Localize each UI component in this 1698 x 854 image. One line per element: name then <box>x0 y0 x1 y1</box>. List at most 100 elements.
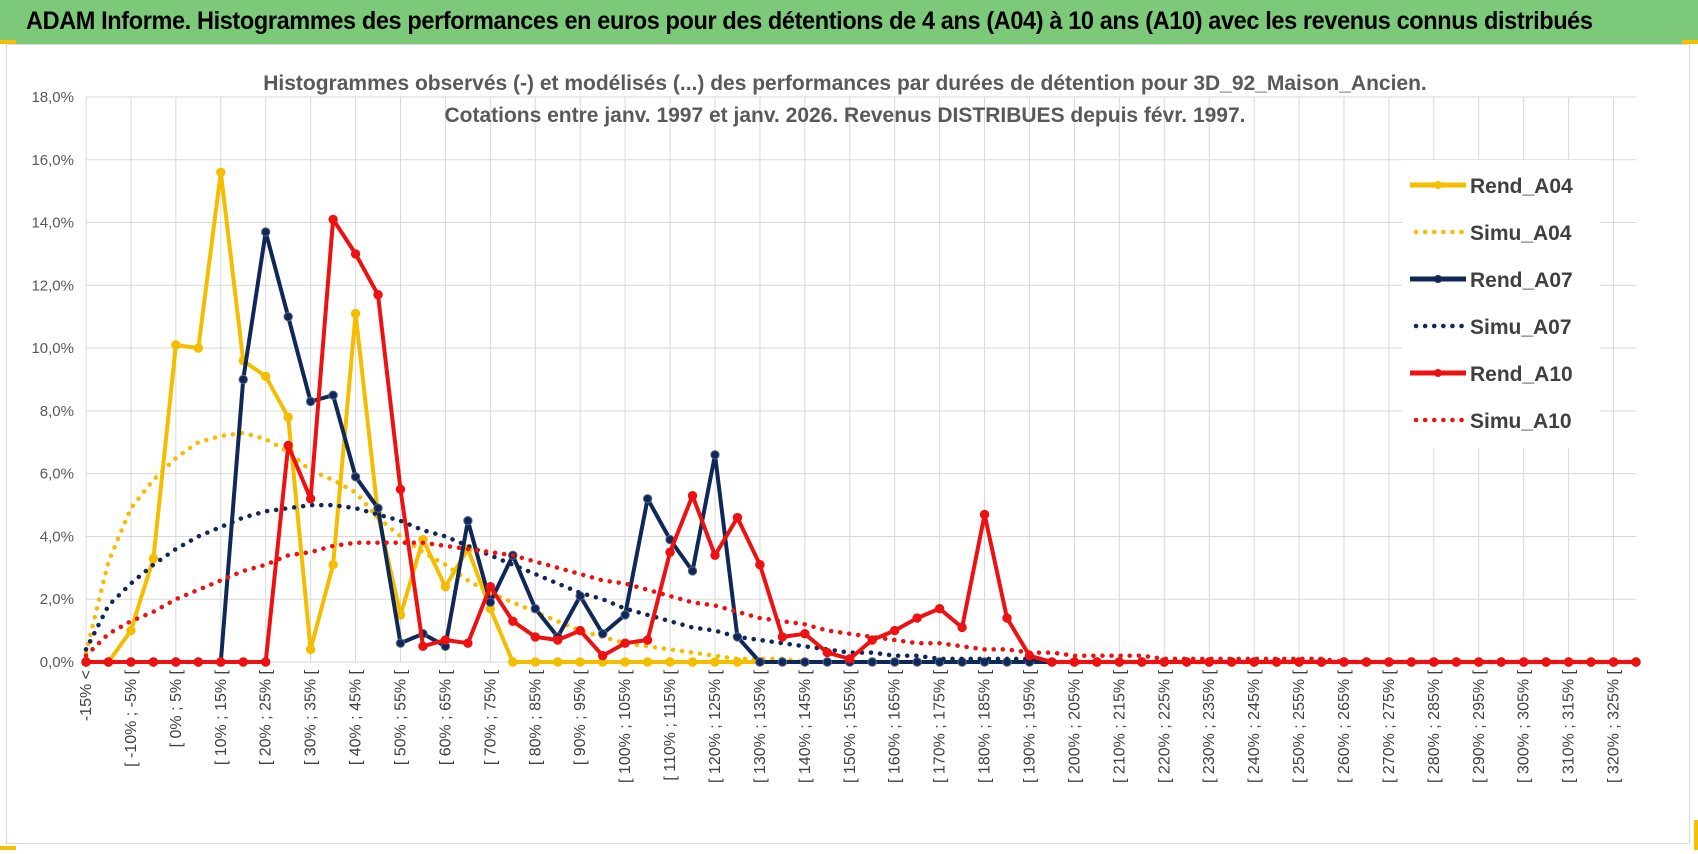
data-point-Rend_A04 <box>283 412 293 422</box>
x-tick-label: [ 240% ; 245% [ <box>1246 669 1263 783</box>
data-point-Rend_A07 <box>395 638 406 648</box>
y-tick-label: 2,0% <box>40 591 74 608</box>
data-point-Rend_A10 <box>328 214 338 225</box>
x-tick-label: [ 100% ; 105% [ <box>617 669 634 783</box>
x-tick-label: [ 50% ; 55% [ <box>392 669 409 765</box>
x-tick-label: [ 130% ; 135% [ <box>752 669 769 783</box>
data-point-Rend_A04 <box>171 340 181 350</box>
data-point-Rend_A07 <box>597 629 608 639</box>
data-point-Rend_A07 <box>463 516 473 526</box>
legend-label: Rend_A07 <box>1470 269 1573 292</box>
x-tick-label: -15% < <box>78 670 95 721</box>
data-point-Rend_A04 <box>710 657 720 667</box>
x-tick-label: [ 290% ; 295% [ <box>1471 669 1488 783</box>
x-tick-label: [ 250% ; 255% [ <box>1291 669 1308 783</box>
data-point-Rend_A10 <box>845 654 855 664</box>
x-tick-label: [ 110% ; 115% [ <box>662 669 679 780</box>
data-point-Rend_A10 <box>440 635 451 645</box>
data-point-Rend_A07 <box>283 312 293 322</box>
data-point-Rend_A07 <box>261 227 271 237</box>
data-point-Rend_A10 <box>889 625 900 636</box>
data-point-Rend_A04 <box>193 343 204 353</box>
data-point-Rend_A04 <box>440 581 451 592</box>
x-axis: -15% < [ -10% ; -5% [ [ 0% ; 5% [ [ 10% ; 1… <box>78 669 1623 783</box>
data-point-Rend_A10 <box>350 249 361 259</box>
legend-marker <box>1434 181 1442 189</box>
series-group <box>81 167 1641 667</box>
y-tick-label: 16,0% <box>31 152 74 169</box>
data-point-Rend_A04 <box>665 657 675 667</box>
data-point-Rend_A07 <box>979 657 990 667</box>
data-point-Rend_A07 <box>620 610 630 620</box>
x-tick-label: [ 180% ; 185% [ <box>977 669 994 783</box>
x-tick-label: [ 150% ; 155% [ <box>842 669 859 783</box>
x-tick-label: [ 10% ; 15% [ <box>213 669 230 765</box>
data-point-Rend_A10 <box>665 547 675 557</box>
x-tick-label: [ 210% ; 215% [ <box>1111 669 1128 783</box>
series-Simu_A04 <box>83 430 1639 665</box>
series-line-Rend_A10 <box>86 217 1636 664</box>
corner-marker-bottom-left <box>0 846 16 850</box>
data-point-Rend_A10 <box>553 635 563 645</box>
data-point-Rend_A07 <box>305 396 316 407</box>
data-point-Rend_A10 <box>126 657 136 667</box>
legend-label: Rend_A10 <box>1470 363 1573 386</box>
data-point-Rend_A10 <box>620 638 630 648</box>
data-point-Rend_A10 <box>485 581 496 592</box>
x-tick-label: [ 80% ; 85% [ <box>527 669 544 765</box>
data-point-Rend_A10 <box>934 603 945 614</box>
data-point-Rend_A04 <box>575 657 585 667</box>
data-point-Rend_A04 <box>148 553 159 564</box>
data-point-Rend_A10 <box>575 625 585 636</box>
data-point-Rend_A10 <box>283 440 293 451</box>
data-point-Rend_A07 <box>328 390 338 400</box>
legend-marker <box>1434 369 1442 377</box>
data-point-Rend_A10 <box>777 632 788 642</box>
x-tick-label: [ 90% ; 95% [ <box>572 669 589 765</box>
corner-marker-top-right <box>1682 40 1698 44</box>
data-point-Rend_A10 <box>193 657 204 667</box>
data-point-Rend_A07 <box>642 494 653 504</box>
data-point-Rend_A07 <box>912 657 922 667</box>
x-tick-label: [ 160% ; 165% [ <box>887 669 904 783</box>
legend-label: Rend_A04 <box>1470 175 1573 198</box>
data-point-Rend_A10 <box>957 622 967 633</box>
series-line-Simu_A07 <box>83 502 1639 665</box>
data-point-Rend_A04 <box>687 657 698 667</box>
x-tick-label: [ 260% ; 265% [ <box>1336 669 1353 783</box>
x-tick-label: [ 0% ; 5% [ <box>168 669 185 747</box>
data-point-Rend_A07 <box>350 472 361 482</box>
data-point-Rend_A10 <box>1047 657 1057 667</box>
data-point-Rend_A10 <box>171 657 181 667</box>
y-tick-label: 14,0% <box>31 215 74 232</box>
y-tick-label: 8,0% <box>40 403 74 420</box>
x-tick-label: [ -10% ; -5% [ <box>123 669 140 766</box>
x-tick-label: [ 230% ; 235% [ <box>1201 669 1218 783</box>
series-line-Simu_A04 <box>83 430 1639 665</box>
x-tick-label: [ 20% ; 25% [ <box>258 669 275 765</box>
data-point-Rend_A10 <box>216 657 226 667</box>
data-point-Rend_A04 <box>642 657 653 667</box>
data-point-Rend_A10 <box>530 632 540 642</box>
data-point-Rend_A10 <box>979 509 990 520</box>
legend-item-Rend_A10: Rend_A10 <box>1410 363 1573 386</box>
x-tick-label: [ 200% ; 205% [ <box>1066 669 1083 783</box>
legend-item-Simu_A10: Simu_A10 <box>1413 410 1572 433</box>
data-point-Rend_A07 <box>800 657 810 667</box>
x-tick-label: [ 270% ; 275% [ <box>1381 669 1398 783</box>
data-point-Rend_A07 <box>530 603 540 614</box>
data-point-Rend_A10 <box>687 490 698 501</box>
data-point-Rend_A04 <box>305 644 316 655</box>
x-tick-label: [ 170% ; 175% [ <box>932 669 949 783</box>
legend-item-Rend_A04: Rend_A04 <box>1410 175 1573 198</box>
x-tick-label: [ 220% ; 225% [ <box>1156 669 1173 783</box>
data-point-Rend_A04 <box>261 371 271 382</box>
data-point-Rend_A04 <box>216 167 226 178</box>
corner-marker-top-left <box>0 40 16 44</box>
data-point-Rend_A07 <box>889 657 900 667</box>
data-point-Rend_A04 <box>350 308 361 319</box>
series-Simu_A07 <box>83 502 1639 665</box>
header-banner: ADAM Informe. Histogrammes des performan… <box>0 0 1698 44</box>
y-tick-label: 4,0% <box>40 528 74 545</box>
